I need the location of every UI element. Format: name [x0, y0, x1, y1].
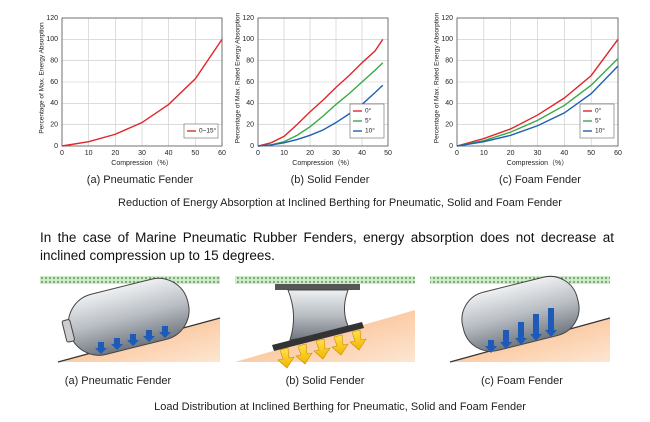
y-tick-label: 80: [50, 58, 58, 65]
plot-frame: [257, 17, 389, 147]
x-tick-label: 30: [534, 150, 542, 157]
y-tick-label: 120: [242, 15, 254, 22]
legend-label: 0~15°: [199, 127, 217, 135]
illustration-caption: (a) Pneumatic Fender: [65, 375, 172, 387]
y-tick-label: 120: [46, 15, 58, 22]
x-tick-label: 0: [60, 150, 64, 157]
plot-frame: [61, 17, 223, 147]
series-line: [456, 58, 619, 147]
x-tick-label: 60: [614, 150, 622, 157]
x-tick-label: 20: [507, 150, 515, 157]
series-line: [257, 38, 384, 147]
legend-label: 5°: [595, 117, 602, 125]
y-tick-label: 40: [246, 100, 254, 107]
x-tick-label: 50: [191, 150, 199, 157]
series-line: [257, 62, 384, 147]
illustration-solid: [235, 276, 415, 369]
chart-caption: (b) Solid Fender: [291, 174, 370, 186]
y-tick-label: 60: [445, 79, 453, 86]
x-tick-label: 20: [306, 150, 314, 157]
series-line: [456, 38, 619, 147]
y-tick-label: 100: [242, 36, 254, 43]
y-tick-label: 20: [246, 122, 254, 129]
y-axis-label: Percentage of Max. Energy Absorption: [39, 22, 46, 134]
x-tick-label: 30: [138, 150, 146, 157]
x-tick-label: 30: [332, 150, 340, 157]
x-tick-label: 60: [218, 150, 226, 157]
x-tick-label: 10: [480, 150, 488, 157]
x-axis-label: Compression（%）: [111, 159, 172, 167]
x-tick-label: 10: [85, 150, 93, 157]
chart-caption: (c) Foam Fender: [499, 174, 581, 186]
y-axis-label: Percentage of Max. Rated Energy Absorpti…: [434, 12, 441, 143]
series-line: [456, 65, 619, 147]
x-tick-label: 50: [384, 150, 392, 157]
legend-label: 5°: [365, 117, 372, 125]
x-tick-label: 40: [358, 150, 366, 157]
y-tick-label: 60: [50, 79, 58, 86]
y-tick-label: 20: [445, 122, 453, 129]
y-tick-label: 40: [50, 100, 58, 107]
y-tick-label: 100: [46, 36, 58, 43]
x-tick-label: 40: [560, 150, 568, 157]
x-tick-label: 50: [587, 150, 595, 157]
y-tick-label: 0: [449, 143, 453, 150]
x-tick-label: 0: [256, 150, 260, 157]
y-axis-label: Percentage of Max. Rated Energy Absorpti…: [235, 12, 242, 143]
x-axis-label: Compression（%）: [507, 159, 568, 167]
figure-caption: Reduction of Energy Absorption at Inclin…: [118, 197, 562, 209]
legend-label: 10°: [595, 127, 605, 135]
legend-label: 10°: [365, 127, 375, 135]
y-tick-label: 40: [445, 100, 453, 107]
illustration-foam: [430, 275, 611, 363]
y-tick-label: 120: [441, 15, 453, 22]
y-tick-label: 80: [246, 58, 254, 65]
figure-caption: Load Distribution at Inclined Berthing f…: [154, 401, 526, 413]
y-tick-label: 0: [250, 143, 254, 150]
chart: 0 20 40 60 80 100 120 0 10 20 30 40 50 60 Compression（…: [39, 15, 226, 167]
x-tick-label: 40: [165, 150, 173, 157]
chart: 0 20 40 60 80 100 120 0 10 20 30 40 50 Compression（%）…: [235, 12, 392, 166]
chart-caption: (a) Pneumatic Fender: [87, 174, 194, 186]
series-line: [257, 84, 384, 147]
x-tick-label: 10: [280, 150, 288, 157]
illustration-caption: (c) Foam Fender: [481, 375, 563, 387]
legend-label: 0°: [365, 107, 372, 115]
x-tick-label: 20: [111, 150, 119, 157]
y-tick-label: 0: [54, 143, 58, 150]
paragraph: In the case of Marine Pneumatic Rubber F…: [40, 230, 614, 263]
legend-box: [183, 123, 219, 139]
y-tick-label: 60: [246, 79, 254, 86]
y-tick-label: 20: [50, 122, 58, 129]
illustration-caption: (b) Solid Fender: [286, 375, 365, 387]
x-axis-label: Compression（%）: [292, 159, 353, 167]
x-tick-label: 0: [455, 150, 459, 157]
series-line: [61, 38, 223, 147]
y-tick-label: 100: [441, 36, 453, 43]
y-tick-label: 80: [445, 58, 453, 65]
plot-frame: [456, 17, 619, 147]
chart: 0 20 40 60 80 100 120 0 10 20 30 40 50 60 Compression（…: [434, 12, 622, 166]
illustration-pneumatic: [40, 276, 221, 363]
legend-label: 0°: [595, 107, 602, 115]
